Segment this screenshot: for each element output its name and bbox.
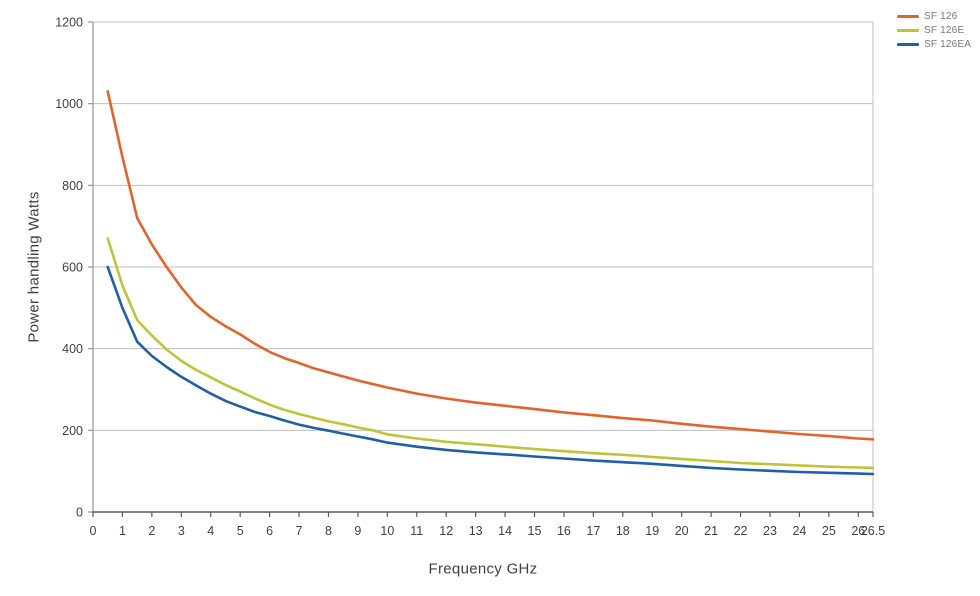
x-tick-label: 23 — [763, 524, 777, 538]
x-tick-label: 1 — [119, 524, 126, 538]
y-tick-label: 600 — [62, 261, 83, 275]
x-tick-label: 15 — [528, 524, 542, 538]
x-tick-label: 2 — [148, 524, 155, 538]
y-tick-label: 200 — [62, 424, 83, 438]
legend-swatch — [897, 14, 919, 18]
y-tick-label: 0 — [76, 506, 83, 520]
x-tick-label: 13 — [469, 524, 483, 538]
x-tick-label: 14 — [498, 524, 512, 538]
series-line-sf-126e — [106, 237, 875, 470]
x-tick-label: 26.5 — [861, 524, 885, 538]
series-line-sf-126 — [106, 90, 875, 441]
x-axis-title: Frequency GHz — [428, 560, 538, 578]
legend-label: SF 126 — [924, 10, 958, 22]
x-tick-label: 5 — [237, 524, 244, 538]
x-tick-label: 0 — [90, 524, 97, 538]
x-tick-label: 20 — [675, 524, 689, 538]
x-tick-label: 6 — [266, 524, 273, 538]
x-tick-label: 26 — [851, 524, 865, 538]
x-tick-label: 16 — [557, 524, 571, 538]
x-tick-label: 4 — [207, 524, 214, 538]
x-tick-label: 11 — [410, 524, 423, 538]
legend-label: SF 126E — [924, 24, 965, 36]
legend-label: SF 126EA — [924, 38, 972, 50]
legend-item-sf-126ea: SF 126EA — [897, 38, 972, 50]
y-axis-title: Power handling Watts — [25, 191, 43, 343]
x-tick-label: 7 — [296, 524, 303, 538]
x-tick-label: 21 — [704, 524, 718, 538]
legend-swatch — [897, 42, 919, 46]
x-tick-label: 18 — [616, 524, 630, 538]
x-tick-label: 9 — [354, 524, 361, 538]
legend-item-sf-126: SF 126 — [897, 10, 971, 22]
y-tick-label: 800 — [62, 179, 83, 193]
x-tick-label: 10 — [380, 524, 394, 538]
legend-swatch — [897, 28, 919, 32]
x-tick-label: 19 — [645, 524, 659, 538]
x-tick-label: 3 — [178, 524, 185, 538]
legend: SF 126 SF 126E SF 126EA — [897, 10, 972, 50]
x-tick-label: 24 — [792, 524, 806, 538]
x-tick-label: 22 — [734, 524, 748, 538]
x-tick-label: 17 — [586, 524, 600, 538]
y-tick-label: 400 — [62, 342, 83, 356]
x-tick-label: 25 — [822, 524, 836, 538]
x-tick-label: 8 — [325, 524, 332, 538]
y-tick-label: 1000 — [55, 97, 83, 111]
x-tick-label: 12 — [439, 524, 453, 538]
series-line-sf-126ea — [106, 265, 875, 476]
legend-item-sf-126e: SF 126E — [897, 24, 971, 36]
y-tick-label: 1200 — [55, 16, 83, 30]
